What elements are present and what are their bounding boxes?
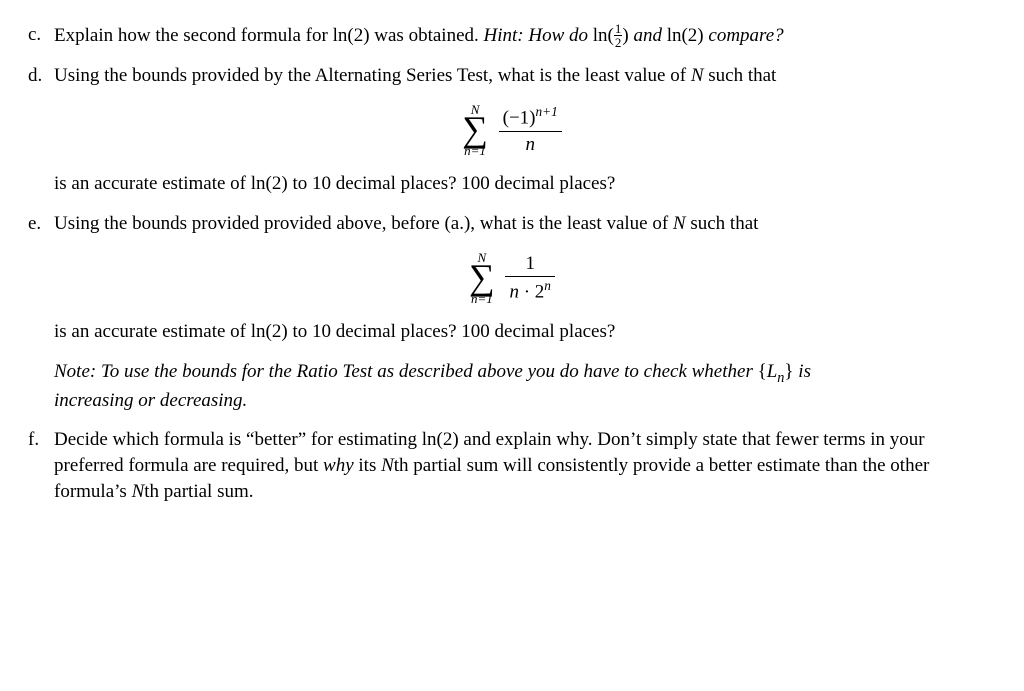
ln2: ln(2) xyxy=(251,173,288,194)
summation: N ∑ n=1 xyxy=(469,251,495,305)
text: such that xyxy=(686,213,759,234)
body-d: Using the bounds provided by the Alterna… xyxy=(54,63,996,89)
ln-open: ln( xyxy=(593,25,614,46)
fraction: (−1)n+1 n xyxy=(499,103,562,158)
sigma-icon: ∑ xyxy=(462,114,488,145)
is: is xyxy=(794,361,811,382)
sum-lower: n=1 xyxy=(462,144,488,157)
neg1: (−1) xyxy=(503,107,536,128)
text: is an accurate estimate of xyxy=(54,173,251,194)
text: Using the bounds provided provided above… xyxy=(54,213,673,234)
text: to 10 decimal places? 100 decimal places… xyxy=(288,321,616,342)
formula-d: N ∑ n=1 (−1)n+1 n xyxy=(28,103,996,158)
ln2: ln(2) xyxy=(333,25,370,46)
summation: N ∑ n=1 xyxy=(462,103,488,157)
question-e: e. Using the bounds provided provided ab… xyxy=(28,211,996,237)
brace-close: } xyxy=(784,361,793,382)
fraction: 1 n · 2n xyxy=(505,251,554,306)
why: why xyxy=(323,455,354,476)
question-d: d. Using the bounds provided by the Alte… xyxy=(28,63,996,89)
after-e: is an accurate estimate of ln(2) to 10 d… xyxy=(54,319,996,345)
N: N xyxy=(132,481,145,502)
note-line2: increasing or decreasing. xyxy=(54,390,247,411)
text: Using the bounds provided by the Alterna… xyxy=(54,65,691,86)
hint-tail: compare? xyxy=(704,25,784,46)
var-N: N xyxy=(691,65,704,86)
note-e: Note: To use the bounds for the Ratio Te… xyxy=(54,359,996,414)
text: its xyxy=(354,455,381,476)
label-c: c. xyxy=(28,22,54,48)
and: and xyxy=(629,25,667,46)
text: was obtained. xyxy=(370,25,484,46)
note-pre: Note: To use the bounds for the Ratio Te… xyxy=(54,361,758,382)
brace-open: { xyxy=(758,361,767,382)
text: Explain how the second formula for xyxy=(54,25,333,46)
ln2: ln(2) xyxy=(667,25,704,46)
dot: · xyxy=(519,282,535,303)
question-f: f. Decide which formula is “better” for … xyxy=(28,427,996,504)
sum-lower: n=1 xyxy=(469,292,495,305)
ln2: ln(2) xyxy=(422,429,459,450)
exp-n: n xyxy=(544,278,551,293)
hint-lead: Hint: How do xyxy=(484,25,593,46)
var-N: N xyxy=(673,213,686,234)
formula-e: N ∑ n=1 1 n · 2n xyxy=(28,251,996,306)
label-f: f. xyxy=(28,427,54,453)
after-d: is an accurate estimate of ln(2) to 10 d… xyxy=(54,171,996,197)
denominator: n xyxy=(499,131,562,158)
n: n xyxy=(509,282,519,303)
L: L xyxy=(767,361,778,382)
numerator: 1 xyxy=(505,251,554,277)
numerator: (−1)n+1 xyxy=(499,103,562,131)
n: n xyxy=(525,134,535,155)
text: Decide which formula is “better” for est… xyxy=(54,429,422,450)
N: N xyxy=(381,455,394,476)
text: is an accurate estimate of xyxy=(54,321,251,342)
base2: 2 xyxy=(535,282,545,303)
body-c: Explain how the second formula for ln(2)… xyxy=(54,22,996,49)
denominator: n · 2n xyxy=(505,276,554,305)
ln2: ln(2) xyxy=(251,321,288,342)
exp: n+1 xyxy=(536,104,558,119)
body-e: Using the bounds provided provided above… xyxy=(54,211,996,237)
text: to 10 decimal places? 100 decimal places… xyxy=(288,173,616,194)
text: th partial sum. xyxy=(144,481,253,502)
label-e: e. xyxy=(28,211,54,237)
text: such that xyxy=(704,65,777,86)
sigma-icon: ∑ xyxy=(469,262,495,293)
label-d: d. xyxy=(28,63,54,89)
body-f: Decide which formula is “better” for est… xyxy=(54,427,996,504)
question-c: c. Explain how the second formula for ln… xyxy=(28,22,996,49)
